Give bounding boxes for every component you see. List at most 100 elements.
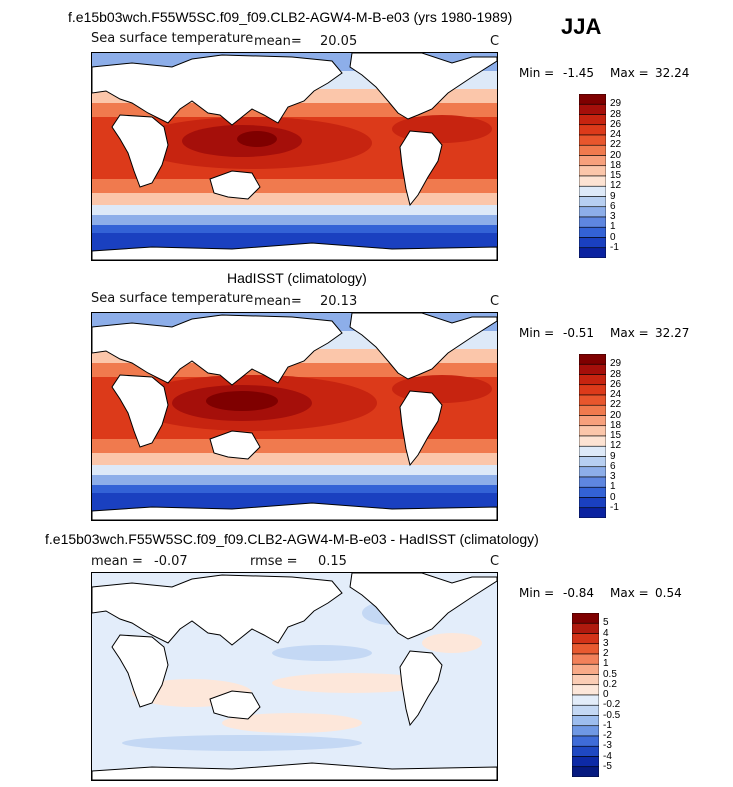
colorbar-swatch — [578, 216, 607, 228]
colorbar-tick-label: 9 — [610, 450, 616, 462]
colorbar-tick-label: 1 — [610, 481, 616, 493]
colorbar-tick-label: 15 — [610, 430, 622, 441]
colorbar-swatch — [578, 165, 607, 177]
colorbar-tick-label: 4 — [603, 627, 609, 639]
colorbar-swatch — [571, 674, 600, 686]
colorbar-tick-label: 9 — [610, 190, 616, 202]
colorbar-tick-label: 29 — [610, 98, 622, 110]
colorbar-tick-label: 1 — [610, 221, 616, 233]
colorbar-swatch — [578, 445, 607, 457]
panel3-max-label: Max = — [610, 586, 649, 600]
colorbar-swatch — [578, 435, 607, 447]
panel2-max-value: 32.27 — [655, 326, 690, 340]
colorbar-tick-label: -3 — [603, 740, 612, 752]
colorbar-swatch — [578, 404, 607, 416]
colorbar-swatch — [578, 394, 607, 406]
colorbar-tick-label: 3 — [610, 471, 616, 482]
colorbar-tick-label: -2 — [603, 730, 612, 741]
colorbar-swatch — [571, 694, 600, 706]
panel3-max-value: 0.54 — [655, 586, 682, 600]
colorbar-swatch — [571, 745, 600, 757]
panel2-colorbar-swatches — [578, 353, 607, 519]
colorbar-swatch — [578, 196, 607, 208]
panel3-mean-value: -0.07 — [154, 554, 188, 569]
colorbar-swatch — [578, 497, 607, 509]
colorbar-swatch — [571, 633, 600, 645]
panel1-colorbar-swatches — [578, 93, 607, 259]
colorbar-tick-label: 0 — [610, 231, 616, 243]
colorbar-swatch — [571, 725, 600, 737]
colorbar-tick-label: 24 — [610, 129, 622, 140]
panel2-colorbar — [578, 353, 607, 519]
colorbar-tick-label: 12 — [610, 440, 622, 452]
colorbar-swatch — [571, 643, 600, 655]
colorbar-swatch — [578, 384, 607, 396]
colorbar-swatch — [571, 612, 600, 624]
colorbar-tick-label: 20 — [610, 409, 622, 421]
colorbar-swatch — [578, 425, 607, 437]
colorbar-swatch — [571, 684, 600, 696]
colorbar-swatch — [578, 124, 607, 136]
colorbar-tick-label: -0.5 — [603, 709, 621, 721]
colorbar-swatch — [571, 622, 600, 634]
colorbar-tick-label: 5 — [603, 617, 609, 629]
colorbar-tick-label: 3 — [610, 211, 616, 222]
colorbar-tick-label: 28 — [610, 108, 622, 120]
panel1-field: Sea surface temperature — [91, 31, 254, 46]
panel3-rmse-label: rmse = — [250, 554, 298, 569]
panel3-colorbar-swatches — [571, 612, 600, 778]
panel2-mean-value: 20.13 — [320, 294, 358, 309]
colorbar-swatch — [571, 766, 600, 778]
panel3-diff-map — [92, 573, 497, 780]
colorbar-swatch — [578, 175, 607, 187]
colorbar-tick-label: 26 — [610, 118, 622, 130]
colorbar-swatch — [578, 363, 607, 375]
colorbar-tick-label: 0 — [610, 491, 616, 503]
colorbar-tick-label: 0.5 — [603, 668, 617, 680]
colorbar-swatch — [578, 374, 607, 386]
panel1-max-label: Max = — [610, 66, 649, 80]
colorbar-tick-label: 1 — [603, 658, 609, 670]
panel3-mean-label: mean = — [91, 554, 143, 569]
colorbar-tick-label: 15 — [610, 170, 622, 181]
colorbar-tick-label: 22 — [610, 139, 622, 151]
colorbar-tick-label: 6 — [610, 460, 616, 472]
colorbar-swatch — [578, 476, 607, 488]
panel1-map — [91, 52, 498, 261]
panel2-min-value: -0.51 — [563, 326, 595, 340]
colorbar-swatch — [578, 144, 607, 156]
panel2-map — [91, 312, 498, 521]
panel2-field: Sea surface temperature — [91, 291, 254, 306]
colorbar-swatch — [578, 93, 607, 105]
colorbar-tick-label: -1 — [610, 501, 619, 513]
colorbar-swatch — [571, 715, 600, 727]
panel3-min-label: Min = — [519, 586, 555, 600]
colorbar-swatch — [571, 663, 600, 675]
colorbar-tick-label: 28 — [610, 368, 622, 380]
colorbar-swatch — [578, 415, 607, 427]
panel3-units: C — [490, 554, 500, 569]
colorbar-tick-label: -4 — [603, 750, 612, 762]
colorbar-tick-label: 6 — [610, 200, 616, 212]
panel3-title: f.e15b03wch.F55W5SC.f09_f09.CLB2-AGW4-M-… — [45, 531, 539, 547]
colorbar-tick-label: 18 — [610, 159, 622, 171]
season-label: JJA — [561, 14, 602, 39]
colorbar-swatch — [578, 155, 607, 167]
panel2-title: HadISST (climatology) — [227, 270, 367, 286]
panel1-max-value: 32.24 — [655, 66, 690, 80]
panel2-units: C — [490, 294, 500, 309]
panel2-min-label: Min = — [519, 326, 555, 340]
panel3-colorbar — [571, 612, 600, 778]
colorbar-swatch — [578, 103, 607, 115]
colorbar-swatch — [578, 466, 607, 478]
panel2-mean-label: mean= — [254, 294, 302, 309]
colorbar-tick-label: 20 — [610, 149, 622, 161]
colorbar-swatch — [578, 206, 607, 218]
colorbar-swatch — [571, 704, 600, 716]
panel1-mean-value: 20.05 — [320, 34, 358, 49]
panel1-mean-label: mean= — [254, 34, 302, 49]
colorbar-tick-label: -0.2 — [603, 699, 621, 711]
colorbar-tick-label: 29 — [610, 358, 622, 370]
panel1-sst-map — [92, 53, 497, 260]
colorbar-swatch — [571, 735, 600, 747]
